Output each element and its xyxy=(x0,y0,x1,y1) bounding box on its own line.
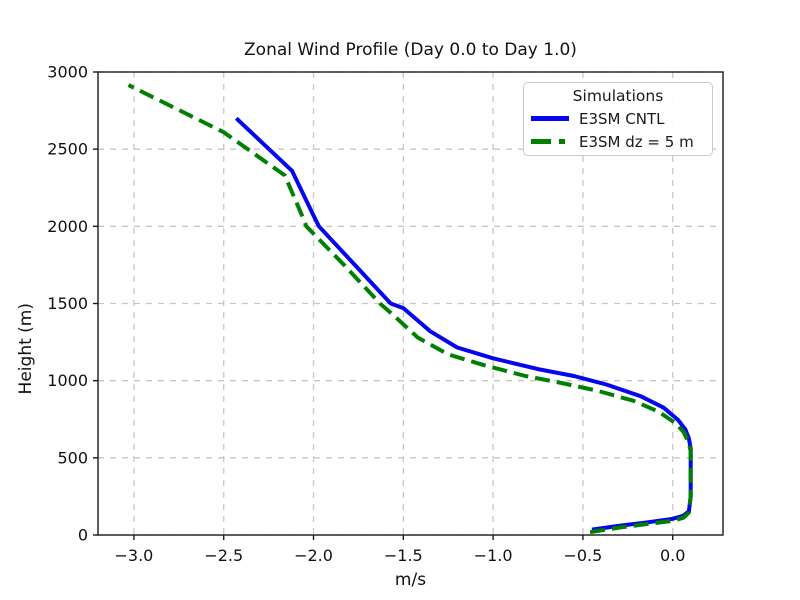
series-line-e3sm-cntl xyxy=(234,116,693,532)
y-tick-label: 2500 xyxy=(47,140,88,159)
x-tick-label: −2.0 xyxy=(294,546,333,565)
legend: Simulations E3SM CNTL E3SM dz = 5 m xyxy=(523,82,713,156)
x-tick-label: −1.0 xyxy=(474,546,513,565)
chart-title: Zonal Wind Profile (Day 0.0 to Day 1.0) xyxy=(244,40,577,60)
legend-line-solid-icon xyxy=(531,116,569,121)
y-tick-label: 500 xyxy=(57,448,88,467)
legend-label-dz5m: E3SM dz = 5 m xyxy=(579,132,694,151)
x-tick-label: −2.5 xyxy=(204,546,243,565)
x-tick-label: −1.5 xyxy=(384,546,423,565)
y-tick-label: 1000 xyxy=(47,371,88,390)
legend-line-dashed-icon xyxy=(531,139,569,144)
y-tick-label: 1500 xyxy=(47,294,88,313)
x-tick-label: 0.0 xyxy=(660,546,685,565)
y-tick-label: 2000 xyxy=(47,217,88,236)
x-axis-label: m/s xyxy=(394,570,427,590)
y-tick-label: 0 xyxy=(78,526,88,545)
series-line-e3sm-dz5m xyxy=(127,83,693,535)
legend-entry-dz5m: E3SM dz = 5 m xyxy=(524,130,712,153)
y-axis-label-text: Height (m) xyxy=(16,303,36,395)
legend-title: Simulations xyxy=(572,87,664,105)
x-tick-label: −0.5 xyxy=(563,546,602,565)
y-tick-label: 3000 xyxy=(47,63,88,82)
legend-label-cntl: E3SM CNTL xyxy=(579,109,665,128)
x-tick-label: −3.0 xyxy=(114,546,153,565)
legend-entry-cntl: E3SM CNTL xyxy=(524,107,712,130)
